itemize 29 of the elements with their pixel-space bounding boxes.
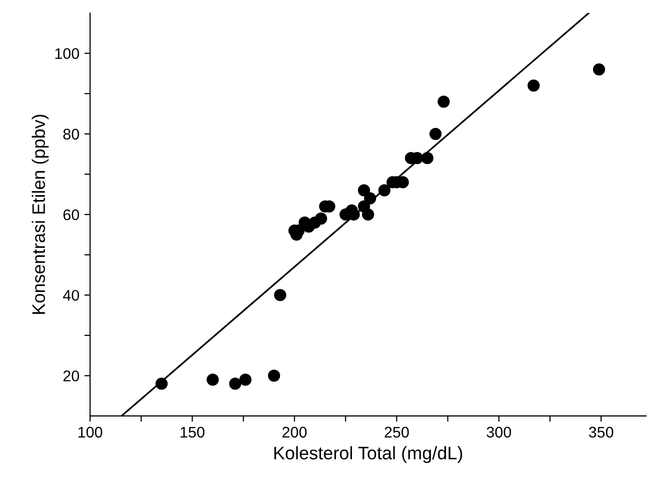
- point: [156, 378, 168, 390]
- point: [229, 378, 242, 390]
- x-tick-label: 100: [78, 426, 102, 438]
- point: [364, 192, 376, 204]
- point: [592, 63, 606, 76]
- y-tick-label: 80: [63, 128, 80, 140]
- y-tick-label: 40: [63, 290, 80, 301]
- x-tick-label: 150: [180, 426, 204, 438]
- y-axis-title: Konsentrasi Etilen (ppbv): [32, 114, 49, 314]
- point: [528, 79, 540, 92]
- y-tick-label: 20: [63, 370, 80, 382]
- point: [268, 370, 280, 382]
- x-tick-label: 200: [282, 426, 307, 438]
- point: [378, 184, 390, 196]
- point: [274, 289, 286, 302]
- point: [362, 208, 374, 221]
- point: [314, 212, 328, 225]
- point: [239, 374, 252, 386]
- point: [421, 152, 434, 164]
- point: [206, 374, 219, 386]
- y-tick-label: 60: [63, 209, 80, 220]
- y-tick-label: 100: [55, 48, 80, 59]
- point: [438, 96, 450, 108]
- point: [358, 184, 370, 196]
- x-tick-label: 350: [588, 426, 614, 438]
- x-tick-label: 300: [486, 426, 512, 438]
- point: [429, 128, 442, 140]
- x-tick-label: 250: [384, 426, 409, 438]
- x-axis-title: Kolesterol Total (mg/dL): [274, 446, 462, 464]
